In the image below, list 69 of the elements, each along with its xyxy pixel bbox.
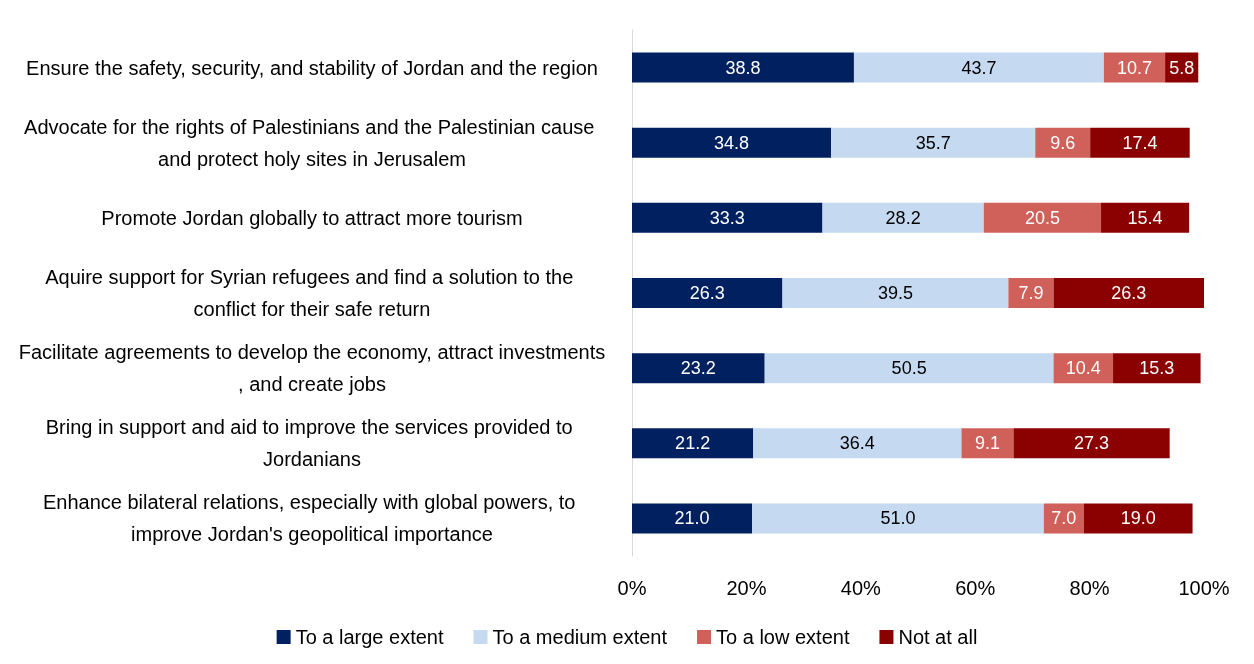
- bar: [1053, 278, 1204, 308]
- bar: [764, 353, 1054, 384]
- bar: [632, 353, 765, 384]
- data-label: 26.3: [1111, 283, 1147, 303]
- data-label: 38.8: [725, 57, 761, 78]
- data-label: 9.6: [1050, 132, 1076, 153]
- data-label: 20.5: [1024, 207, 1060, 228]
- y-tick-label: Promote Jordan globally to attract more tourism: [101, 206, 523, 229]
- y-tick-label: Enhance bilateral relations, especially with global powers, to improve Jordan's geopolitical importance: [42, 491, 582, 546]
- bar: [632, 278, 783, 308]
- x-tick-label: 100%: [1178, 577, 1230, 599]
- data-label: 33.3: [709, 207, 745, 228]
- data-label: 43.7: [961, 57, 997, 78]
- data-label: 9.1: [974, 433, 1001, 454]
- bar: [822, 202, 984, 233]
- bar: [752, 503, 1044, 534]
- bar: [1008, 278, 1054, 308]
- data-label: 39.5: [877, 283, 913, 303]
- data-label: 21.0: [674, 508, 710, 529]
- x-tick-label: 80%: [1069, 577, 1110, 599]
- bar: [1013, 428, 1170, 459]
- data-label: 7.9: [1018, 283, 1044, 303]
- data-label: 34.8: [714, 132, 750, 153]
- y-tick-label: Facilitate agreements to develop the economy, attract investments, and create jobs: [18, 341, 606, 396]
- data-label: 26.3: [689, 283, 725, 303]
- data-label: 28.2: [885, 207, 921, 228]
- data-label: 7.0: [1051, 508, 1077, 529]
- legend-label: To a large extent: [295, 626, 444, 648]
- bar: [632, 52, 854, 83]
- bar: [632, 503, 753, 534]
- data-label: 27.3: [1074, 433, 1110, 454]
- bar: [782, 278, 1009, 308]
- x-tick-label: 0%: [617, 577, 647, 599]
- bar: [632, 127, 832, 158]
- data-label: 21.2: [675, 433, 711, 454]
- x-tick-label: 60%: [955, 577, 996, 599]
- bar: [983, 202, 1102, 233]
- data-label: 15.4: [1127, 207, 1163, 228]
- legend-label: Not at all: [898, 626, 978, 648]
- legend-label: To a medium extent: [492, 626, 668, 648]
- y-tick-label: Bring in support and aid to improve the services provided to Jordanians: [45, 416, 579, 471]
- x-tick-label: 20%: [726, 577, 767, 599]
- bar: [1101, 202, 1190, 233]
- y-tick-label: Advocate for the rights of Palestinians and the Palestinian cause and protect holy sites in Jerusalem: [24, 115, 600, 170]
- bar: [632, 202, 823, 233]
- bar: [1035, 127, 1091, 158]
- data-label: 10.7: [1116, 57, 1153, 78]
- bar: [831, 127, 1036, 158]
- bar: [853, 52, 1104, 83]
- bar: [961, 428, 1014, 459]
- data-label: 23.2: [680, 358, 716, 379]
- bar: [1090, 127, 1190, 158]
- data-label: 17.4: [1122, 132, 1158, 153]
- data-label: 50.5: [891, 358, 927, 379]
- data-label: 51.0: [880, 508, 916, 529]
- legend-label: To a low extent: [716, 626, 850, 648]
- bar: [1083, 503, 1193, 534]
- data-label: 19.0: [1120, 508, 1156, 529]
- bar: [753, 428, 962, 459]
- bar: [632, 428, 754, 459]
- data-label: 15.3: [1139, 358, 1175, 379]
- data-label: 35.7: [915, 132, 951, 153]
- x-tick-label: 40%: [840, 577, 882, 599]
- data-label: 36.4: [839, 433, 875, 454]
- data-label: 10.4: [1065, 358, 1101, 379]
- data-label: 5.8: [1169, 57, 1195, 78]
- y-tick-label: Aquire support for Syrian refugees and find a solution to the conflict for their safe return: [45, 266, 579, 320]
- y-tick-label: Ensure the safety, security, and stability of Jordan and the region: [26, 56, 598, 79]
- bar: [1113, 353, 1201, 384]
